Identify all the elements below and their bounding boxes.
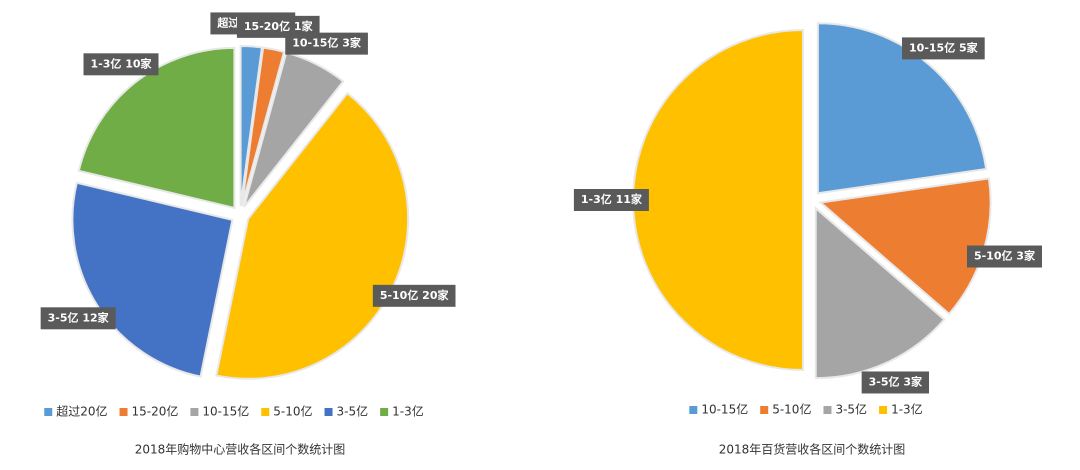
legend-item: 15-20亿: [119, 404, 179, 419]
chart-title: 2018年百货营收各区间个数统计图: [719, 442, 906, 457]
data-label-bg: [40, 307, 116, 330]
legend-label: 10-15亿: [701, 402, 748, 417]
legend-item: 5-10亿: [261, 404, 313, 419]
legend-swatch: [689, 406, 698, 414]
data-label-bg: [573, 189, 649, 211]
legend-swatch: [44, 408, 53, 416]
chart-title: 2018年购物中心营收各区间个数统计图: [135, 442, 346, 457]
data-label-box: 3-5亿 3家: [861, 371, 930, 394]
data-label: 3-5亿 12家: [48, 310, 110, 324]
data-label: 5-10亿 3家: [974, 249, 1036, 263]
data-label: 5-10亿 20家: [380, 288, 450, 302]
data-label-bg: [285, 32, 368, 55]
legend-item: 1-3亿: [879, 402, 923, 417]
legend-label: 1-3亿: [891, 402, 923, 417]
data-label-box: 1-3亿 10家: [83, 53, 159, 76]
legend-label: 1-3亿: [392, 404, 424, 419]
legend-label: 超过20亿: [56, 404, 107, 419]
data-label-box: 5-10亿 3家: [966, 245, 1042, 268]
pie-slice: [71, 181, 234, 378]
pie-slice: [632, 28, 804, 372]
data-label-bg: [83, 53, 159, 76]
legend-item: 10-15亿: [689, 402, 748, 417]
pie-slice: [77, 46, 236, 210]
data-label-bg: [372, 284, 456, 307]
data-label: 1-3亿 10家: [91, 56, 153, 70]
pie-slice: [239, 45, 264, 207]
data-label: 10-15亿 3家: [292, 36, 362, 50]
data-label-box: 10-15亿 3家: [285, 32, 368, 55]
legend-label: 5-10亿: [273, 404, 312, 419]
legend-item: 10-15亿: [190, 404, 249, 419]
data-label-box: 5-10亿 20家: [372, 284, 456, 307]
legend-item: 1-3亿: [380, 404, 424, 419]
data-label-bg: [902, 37, 985, 60]
legend-swatch: [760, 406, 769, 414]
legend-label: 3-5亿: [835, 402, 867, 417]
legend-swatch: [879, 406, 888, 414]
pie-slice: [240, 46, 286, 207]
data-label-box: 10-15亿 5家: [902, 37, 985, 60]
legend-label: 10-15亿: [202, 404, 249, 419]
pie-slice: [814, 205, 946, 380]
data-label: 3-5亿 3家: [869, 374, 923, 388]
legend-swatch: [190, 408, 199, 416]
legend-item: 3-5亿: [324, 404, 369, 419]
legend-label: 15-20亿: [132, 404, 179, 419]
legend-label: 3-5亿: [337, 404, 369, 419]
data-label-bg: [236, 15, 320, 38]
data-label: 15-20亿 1家: [244, 19, 314, 33]
legend-swatch: [119, 408, 128, 416]
data-label-bg: [861, 371, 930, 394]
data-label: 10-15亿 5家: [909, 40, 979, 54]
legend-item: 3-5亿: [823, 402, 867, 417]
legend-swatch: [823, 406, 832, 414]
legend-item: 5-10亿: [760, 402, 811, 417]
legend-item: 超过20亿: [44, 404, 108, 419]
data-label-bg: [966, 245, 1042, 268]
data-label-box: 15-20亿 1家: [236, 15, 320, 38]
legend-swatch: [261, 408, 270, 416]
data-label-box: 3-5亿 12家: [40, 307, 116, 330]
legend-swatch: [380, 408, 389, 416]
legend-label: 5-10亿: [772, 402, 811, 417]
data-label-box: 1-3亿 11家: [573, 189, 649, 211]
pie-slice: [816, 22, 988, 195]
data-label: 1-3亿 11家: [581, 192, 643, 206]
legend-swatch: [324, 408, 333, 416]
